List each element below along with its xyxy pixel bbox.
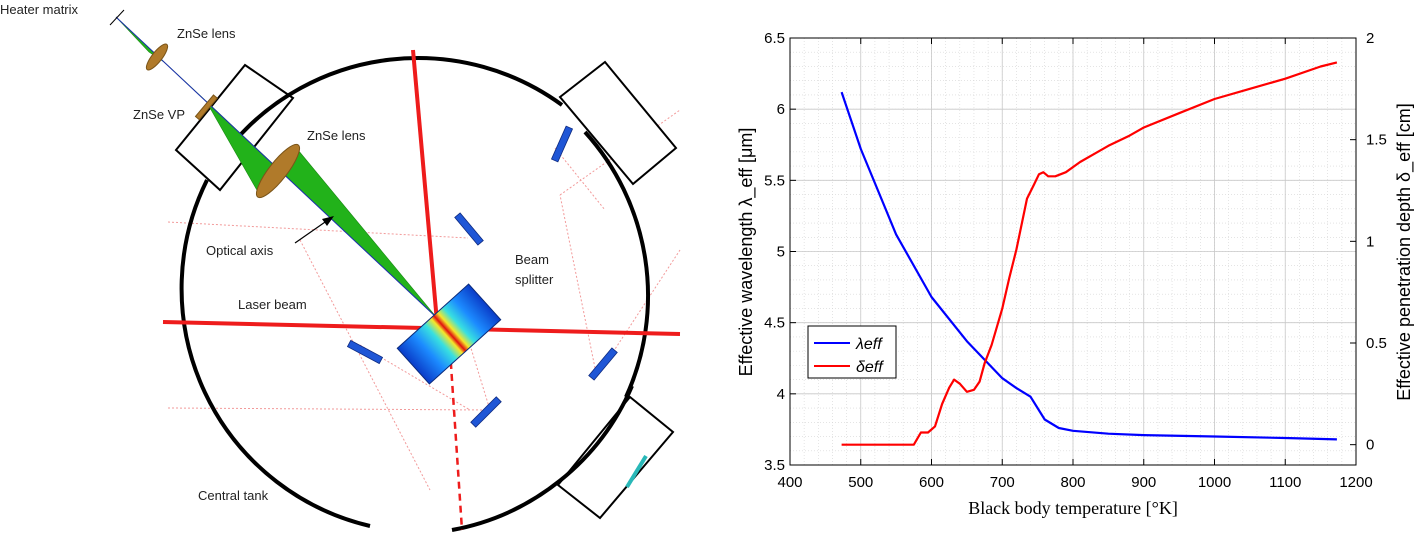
sample-block bbox=[396, 283, 502, 385]
mirror-4 bbox=[588, 347, 618, 381]
y-left-axis-title: Effective wavelength λ_eff [μm] bbox=[736, 128, 757, 377]
label-beam-splitter-line2: splitter bbox=[515, 272, 554, 287]
x-tick-label: 400 bbox=[777, 474, 802, 491]
y-right-axis-ticks: 0 0.5 1 1.5 2 bbox=[1350, 30, 1387, 454]
x-tick-label: 1200 bbox=[1339, 474, 1372, 491]
label-znse-lens-top: ZnSe lens bbox=[177, 26, 236, 41]
y-right-tick-label: 1 bbox=[1366, 233, 1374, 250]
y-left-tick-label: 5.5 bbox=[764, 172, 785, 189]
legend-label-delta: δeff bbox=[856, 359, 884, 376]
series-line-delta-eff bbox=[841, 61, 1338, 446]
znse-lens-mid-shape bbox=[255, 143, 301, 199]
znse-vp-shape bbox=[194, 94, 219, 121]
port-window bbox=[625, 454, 648, 489]
central-tank-circle bbox=[179, 56, 651, 532]
tank-ports bbox=[174, 60, 678, 520]
y-left-axis-ticks: 3.5 4 4.5 5 5.5 6 6.5 bbox=[764, 30, 796, 474]
mirror-2 bbox=[454, 212, 484, 246]
y-left-tick-label: 3.5 bbox=[764, 457, 785, 474]
label-beam-splitter-line1: Beam bbox=[515, 252, 549, 267]
x-tick-label: 1100 bbox=[1269, 474, 1301, 491]
x-tick-label: 1000 bbox=[1198, 474, 1231, 491]
x-axis-ticks: 400 500 600 700 800 900 1000 1100 1200 bbox=[777, 38, 1373, 491]
series-line-lambda-eff bbox=[840, 91, 1337, 441]
dotted-beam-paths bbox=[167, 109, 681, 491]
mirror-3 bbox=[346, 339, 384, 365]
znse-lens-top-shape bbox=[145, 43, 169, 71]
y-right-tick-label: 2 bbox=[1366, 30, 1374, 47]
y-right-tick-label: 0.5 bbox=[1366, 335, 1387, 352]
y-left-tick-label: 6.5 bbox=[764, 30, 785, 47]
port-upper-right bbox=[558, 60, 678, 186]
port-lower-right bbox=[556, 395, 675, 520]
y-left-tick-label: 6 bbox=[777, 101, 785, 118]
y-left-tick-label: 4 bbox=[777, 386, 785, 403]
x-tick-label: 700 bbox=[990, 474, 1015, 491]
label-optical-axis: Optical axis bbox=[206, 243, 274, 258]
y-right-tick-label: 0 bbox=[1366, 437, 1374, 454]
mirror-5 bbox=[470, 396, 502, 428]
mirror-1 bbox=[550, 125, 574, 163]
x-tick-label: 500 bbox=[848, 474, 873, 491]
wavelength-penetration-chart: 400 500 600 700 800 900 1000 1100 1200 3.5 4 4.5 5 5… bbox=[736, 30, 1415, 518]
y-right-tick-label: 1.5 bbox=[1366, 132, 1387, 149]
label-central-tank: Central tank bbox=[198, 488, 269, 503]
mirrors bbox=[346, 125, 618, 428]
heater-matrix-mark bbox=[109, 9, 125, 26]
y-left-tick-label: 5 bbox=[777, 244, 785, 261]
legend-box bbox=[807, 325, 897, 379]
x-axis-title: Black body temperature [°K] bbox=[968, 498, 1178, 518]
chart-legend: λeff δeff bbox=[807, 325, 897, 379]
label-znse-lens-mid: ZnSe lens bbox=[307, 128, 366, 143]
label-laser-beam: Laser beam bbox=[238, 297, 307, 312]
x-tick-label: 800 bbox=[1060, 474, 1085, 491]
label-znse-vp: ZnSe VP bbox=[133, 107, 185, 122]
legend-label-lambda: λeff bbox=[855, 336, 883, 353]
x-tick-label: 600 bbox=[919, 474, 944, 491]
series-layer bbox=[840, 61, 1338, 446]
label-heater-matrix: Heater matrix bbox=[0, 2, 79, 17]
x-tick-label: 900 bbox=[1131, 474, 1156, 491]
y-left-tick-label: 4.5 bbox=[764, 315, 785, 332]
optical-axis-pointer bbox=[294, 219, 329, 244]
optical-setup-diagram: Heater matrix ZnSe lens ZnSe VP ZnSe len… bbox=[0, 2, 681, 532]
arrow-head-icon bbox=[322, 216, 334, 226]
y-right-axis-title: Effective penetration depth δ_eff [cm] bbox=[1394, 103, 1415, 401]
